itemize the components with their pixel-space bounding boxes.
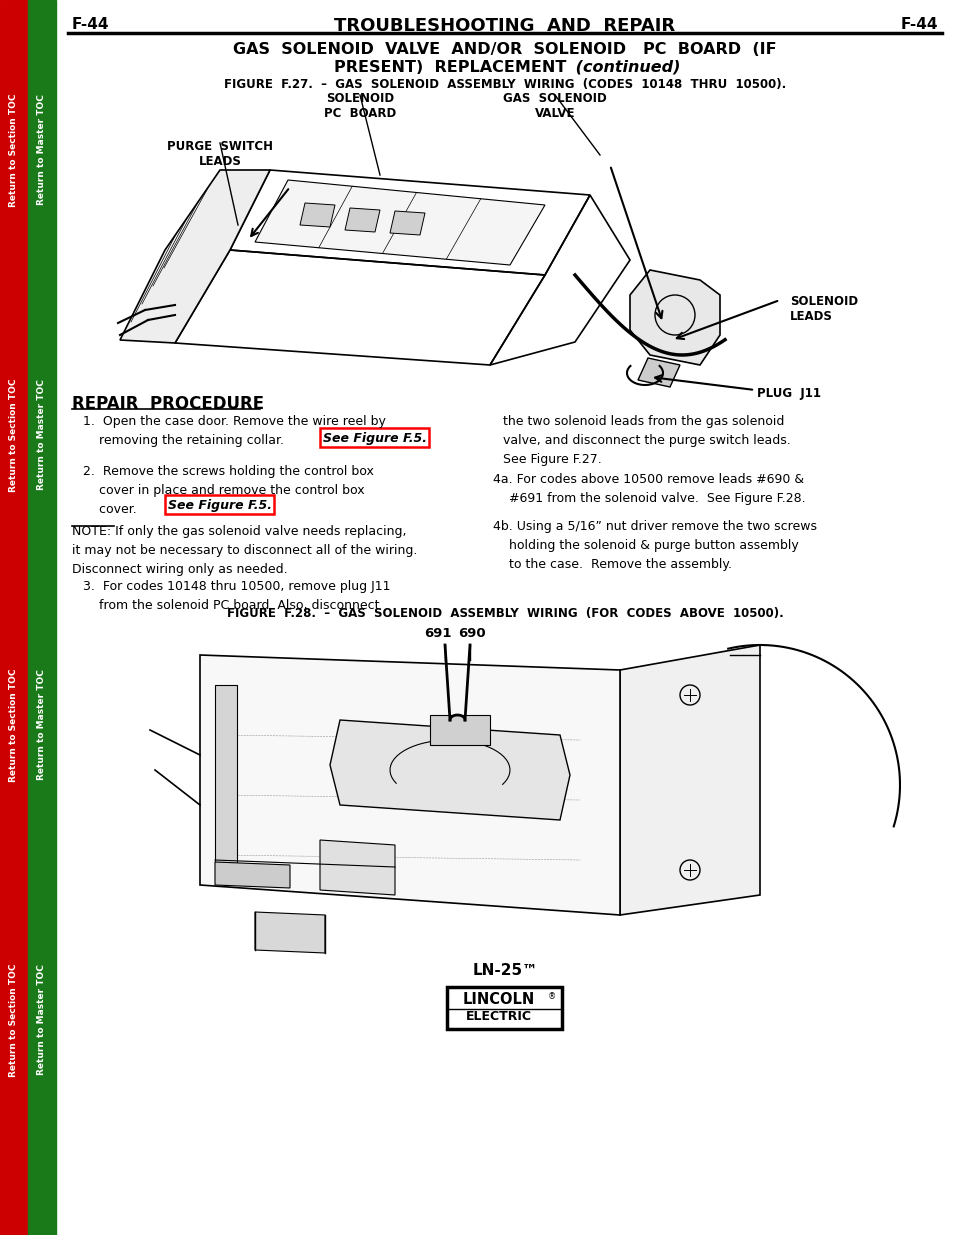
Text: GAS  SOLENOID  VALVE  AND/OR  SOLENOID   PC  BOARD  (IF: GAS SOLENOID VALVE AND/OR SOLENOID PC BO… bbox=[233, 42, 776, 57]
Polygon shape bbox=[254, 180, 544, 266]
Text: Return to Master TOC: Return to Master TOC bbox=[37, 379, 47, 490]
Polygon shape bbox=[200, 655, 619, 915]
Text: PRESENT)  REPLACEMENT: PRESENT) REPLACEMENT bbox=[334, 61, 565, 75]
Text: SOLENOID
PC  BOARD: SOLENOID PC BOARD bbox=[323, 91, 395, 120]
Text: See Figure F.5.: See Figure F.5. bbox=[168, 499, 272, 513]
Text: 3.  For codes 10148 thru 10500, remove plug J11
    from the solenoid PC board. : 3. For codes 10148 thru 10500, remove pl… bbox=[83, 580, 390, 613]
Bar bbox=[28, 0, 56, 1235]
Text: Return to Section TOC: Return to Section TOC bbox=[10, 963, 18, 1077]
Text: 691: 691 bbox=[424, 627, 452, 640]
Text: PURGE  SWITCH
LEADS: PURGE SWITCH LEADS bbox=[167, 140, 273, 168]
Text: TROUBLESHOOTING  AND  REPAIR: TROUBLESHOOTING AND REPAIR bbox=[335, 17, 675, 35]
Polygon shape bbox=[638, 358, 679, 387]
Text: Return to Section TOC: Return to Section TOC bbox=[10, 378, 18, 492]
FancyBboxPatch shape bbox=[447, 987, 562, 1029]
Text: FIGURE  F.27.  –  GAS  SOLENOID  ASSEMBLY  WIRING  (CODES  10148  THRU  10500).: FIGURE F.27. – GAS SOLENOID ASSEMBLY WIR… bbox=[224, 78, 785, 91]
Text: 690: 690 bbox=[457, 627, 485, 640]
Text: (continued): (continued) bbox=[569, 61, 679, 75]
Text: ®: ® bbox=[547, 992, 556, 1002]
Text: See Figure F.5.: See Figure F.5. bbox=[323, 432, 427, 445]
Text: REPAIR  PROCEDURE: REPAIR PROCEDURE bbox=[71, 395, 264, 412]
Polygon shape bbox=[619, 645, 760, 915]
Text: NOTE: If only the gas solenoid valve needs replacing,
it may not be necessary to: NOTE: If only the gas solenoid valve nee… bbox=[71, 525, 417, 576]
Polygon shape bbox=[120, 170, 270, 343]
Text: ELECTRIC: ELECTRIC bbox=[465, 1010, 532, 1023]
Text: Return to Section TOC: Return to Section TOC bbox=[10, 668, 18, 782]
Text: F-44: F-44 bbox=[71, 17, 110, 32]
Text: FIGURE  F.28.  –  GAS  SOLENOID  ASSEMBLY  WIRING  (FOR  CODES  ABOVE  10500).: FIGURE F.28. – GAS SOLENOID ASSEMBLY WIR… bbox=[227, 606, 782, 620]
Text: Return to Master TOC: Return to Master TOC bbox=[37, 95, 47, 205]
Polygon shape bbox=[299, 203, 335, 227]
Bar bbox=[430, 715, 490, 745]
Polygon shape bbox=[390, 211, 424, 235]
Text: 4b. Using a 5/16” nut driver remove the two screws
    holding the solenoid & pu: 4b. Using a 5/16” nut driver remove the … bbox=[493, 520, 816, 571]
Text: LN-25™: LN-25™ bbox=[472, 963, 537, 978]
Text: 4a. For codes above 10500 remove leads #690 &
    #691 from the solenoid valve. : 4a. For codes above 10500 remove leads #… bbox=[493, 473, 804, 505]
Text: LINCOLN: LINCOLN bbox=[462, 992, 535, 1007]
Text: PLUG  J11: PLUG J11 bbox=[757, 387, 821, 400]
Text: 1.  Open the case door. Remove the wire reel by
    removing the retaining colla: 1. Open the case door. Remove the wire r… bbox=[83, 415, 385, 447]
Polygon shape bbox=[214, 862, 290, 888]
Bar bbox=[214, 685, 236, 881]
Text: GAS  SOLENOID
VALVE: GAS SOLENOID VALVE bbox=[502, 91, 606, 120]
Text: SOLENOID
LEADS: SOLENOID LEADS bbox=[789, 295, 858, 324]
Polygon shape bbox=[330, 720, 569, 820]
Text: Return to Master TOC: Return to Master TOC bbox=[37, 669, 47, 781]
Polygon shape bbox=[254, 911, 325, 953]
Bar bbox=[0, 0, 28, 1235]
Text: 2.  Remove the screws holding the control box
    cover in place and remove the : 2. Remove the screws holding the control… bbox=[83, 466, 374, 516]
Text: the two solenoid leads from the gas solenoid
valve, and disconnect the purge swi: the two solenoid leads from the gas sole… bbox=[502, 415, 790, 466]
Polygon shape bbox=[345, 207, 379, 232]
Polygon shape bbox=[319, 840, 395, 895]
Text: Return to Section TOC: Return to Section TOC bbox=[10, 94, 18, 206]
Polygon shape bbox=[629, 270, 720, 366]
Text: Return to Master TOC: Return to Master TOC bbox=[37, 965, 47, 1076]
Text: F-44: F-44 bbox=[900, 17, 937, 32]
